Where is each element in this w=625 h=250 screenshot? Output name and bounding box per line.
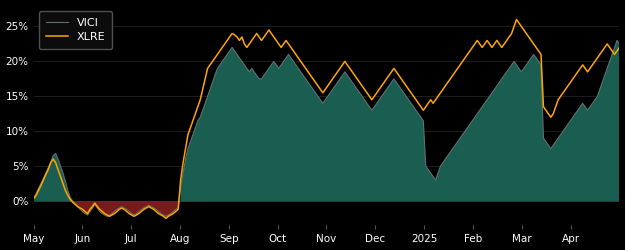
XLRE	[69, 201, 76, 204]
VICI	[613, 39, 621, 42]
Line: VICI: VICI	[34, 40, 619, 216]
Legend: VICI, XLRE: VICI, XLRE	[39, 11, 112, 49]
XLRE	[616, 46, 623, 49]
XLRE	[162, 217, 169, 220]
XLRE	[30, 198, 38, 200]
XLRE	[54, 168, 62, 171]
VICI	[69, 200, 76, 202]
VICI	[126, 210, 133, 213]
XLRE	[579, 64, 586, 66]
VICI	[103, 215, 111, 218]
XLRE	[419, 109, 427, 112]
XLRE	[231, 33, 238, 36]
VICI	[419, 119, 427, 122]
VICI	[616, 42, 623, 45]
VICI	[576, 105, 584, 108]
VICI	[231, 50, 238, 52]
VICI	[54, 158, 62, 160]
Line: XLRE: XLRE	[34, 20, 619, 218]
XLRE	[123, 210, 131, 213]
VICI	[30, 196, 38, 199]
XLRE	[512, 18, 520, 21]
